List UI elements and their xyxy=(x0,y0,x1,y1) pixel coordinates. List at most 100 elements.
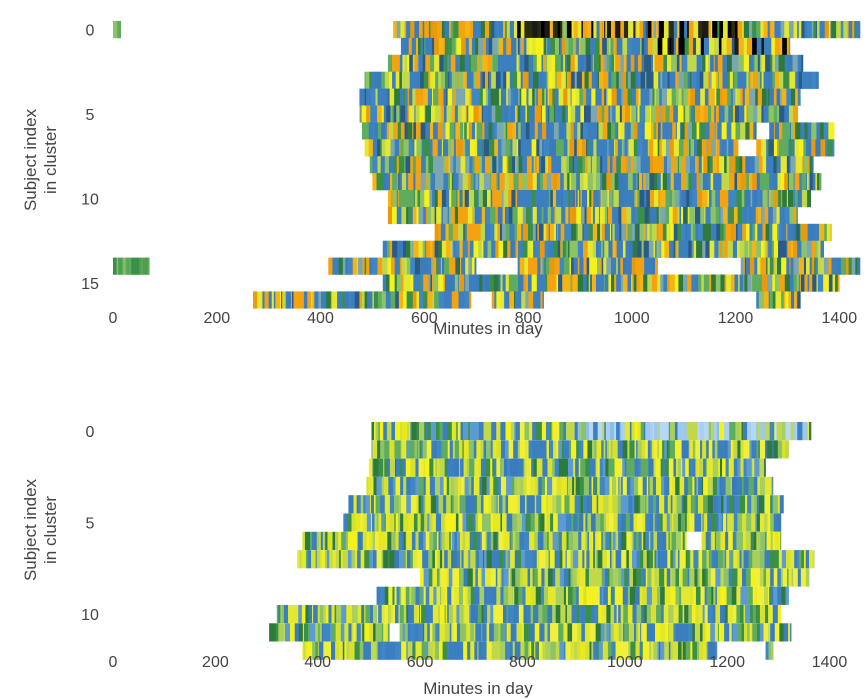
heatmap-cell xyxy=(759,173,766,191)
heatmap-cell xyxy=(117,21,121,39)
heatmap-cell xyxy=(576,206,582,225)
heatmap-cell xyxy=(420,257,422,275)
heatmap-cell xyxy=(398,605,400,624)
heatmap-cell xyxy=(618,190,624,208)
heatmap-cell xyxy=(405,37,409,56)
heatmap-cell xyxy=(591,476,594,496)
heatmap-cell xyxy=(556,476,562,496)
heatmap-cell xyxy=(302,623,305,642)
heatmap-cell xyxy=(683,274,688,292)
heatmap-cell xyxy=(675,458,679,477)
heatmap-cell xyxy=(479,476,483,496)
heatmap-cell xyxy=(578,458,581,477)
heatmap-cell xyxy=(611,458,615,477)
heatmap-cell xyxy=(503,623,506,642)
heatmap-cell xyxy=(594,37,600,56)
heatmap-cell xyxy=(660,550,663,569)
heatmap-cell xyxy=(488,495,492,514)
heatmap-cell xyxy=(540,257,543,275)
heatmap-cell xyxy=(388,156,394,174)
heatmap-cell xyxy=(722,440,725,459)
heatmap-cell xyxy=(528,440,533,459)
heatmap-cell xyxy=(464,605,470,624)
x-tick-label: 800 xyxy=(515,310,542,327)
heatmap-cell xyxy=(644,190,647,208)
heatmap-cell xyxy=(819,173,822,191)
heatmap-cell xyxy=(570,105,576,123)
heatmap-cell xyxy=(808,156,810,174)
heatmap-cell xyxy=(444,21,450,39)
heatmap-cell xyxy=(288,605,293,624)
heatmap-cell xyxy=(602,550,608,569)
heatmap-cell xyxy=(692,641,698,660)
heatmap-cell xyxy=(577,223,583,241)
heatmap-cell xyxy=(617,257,621,275)
heatmap-cell xyxy=(491,568,497,587)
heatmap-cell xyxy=(324,531,327,550)
heatmap-cell xyxy=(772,623,776,642)
heatmap-cell xyxy=(758,476,761,496)
heatmap-cell xyxy=(562,240,567,258)
heatmap-cell xyxy=(757,274,763,292)
heatmap-cell xyxy=(714,623,719,642)
heatmap-cell xyxy=(713,641,717,660)
heatmap-cell xyxy=(493,476,499,496)
heatmap-cell xyxy=(494,495,497,514)
heatmap-cell xyxy=(778,240,782,258)
heatmap-cell xyxy=(387,257,392,275)
heatmap-cell xyxy=(718,422,725,441)
heatmap-cell xyxy=(768,139,770,157)
heatmap-cell xyxy=(547,206,552,225)
heatmap-cell xyxy=(763,71,768,89)
heatmap-cell xyxy=(384,440,390,459)
heatmap-cell xyxy=(568,476,573,496)
heatmap-cell xyxy=(473,476,476,496)
heatmap-cell xyxy=(358,495,362,514)
heatmap-cell xyxy=(587,190,590,208)
heatmap-cell xyxy=(736,190,743,208)
heatmap-cell xyxy=(813,550,815,569)
heatmap-cell xyxy=(779,37,783,56)
heatmap-cell xyxy=(341,531,345,550)
heatmap-cell xyxy=(494,586,497,605)
heatmap-cell xyxy=(494,223,496,241)
heatmap-cell xyxy=(554,623,559,642)
heatmap-cell xyxy=(562,458,569,477)
heatmap-cell xyxy=(368,531,371,550)
heatmap-cell xyxy=(768,605,771,624)
heatmap-cell xyxy=(663,605,669,624)
heatmap-cell xyxy=(761,88,767,106)
heatmap-cell xyxy=(438,156,442,174)
heatmap-cell xyxy=(779,88,782,106)
heatmap-cell xyxy=(705,206,711,225)
heatmap-cell xyxy=(631,550,637,569)
heatmap-cell xyxy=(664,240,670,258)
heatmap-cell xyxy=(299,291,305,309)
heatmap-cell xyxy=(487,105,492,123)
heatmap-cell xyxy=(770,531,774,550)
heatmap-cell xyxy=(545,274,548,292)
heatmap-cell xyxy=(500,274,503,292)
heatmap-cell xyxy=(360,513,364,532)
heatmap-cell xyxy=(492,37,498,56)
heatmap-cell xyxy=(529,550,533,569)
heatmap-cell xyxy=(731,122,736,140)
heatmap-cell xyxy=(757,105,762,123)
heatmap-cell xyxy=(576,223,579,241)
heatmap-cell xyxy=(702,550,707,569)
heatmap-cell xyxy=(688,71,691,89)
heatmap-cell xyxy=(462,531,466,550)
heatmap-cell xyxy=(470,550,476,569)
heatmap-cell xyxy=(599,206,601,225)
heatmap-cell xyxy=(795,71,798,89)
heatmap-cell xyxy=(817,257,823,275)
heatmap-cell xyxy=(364,71,366,89)
heatmap-cell xyxy=(703,458,706,477)
heatmap-cell xyxy=(586,422,590,441)
heatmap-cell xyxy=(577,274,584,292)
heatmap-cell xyxy=(577,623,582,642)
heatmap-cell xyxy=(433,586,437,605)
heatmap-cell xyxy=(651,586,658,605)
heatmap-cell xyxy=(416,71,421,89)
heatmap-cell xyxy=(434,440,437,459)
